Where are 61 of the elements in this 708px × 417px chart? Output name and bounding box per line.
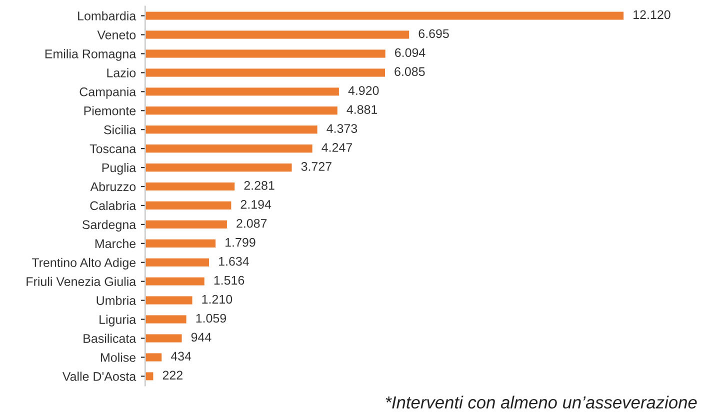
bar <box>145 29 410 40</box>
bar <box>145 314 188 325</box>
bar <box>145 105 339 116</box>
bar <box>145 162 294 173</box>
y-tick-label: Umbria <box>96 296 136 305</box>
y-tick-label: Marche <box>95 238 136 248</box>
data-label: 6.094 <box>395 48 426 58</box>
data-label: 4.881 <box>346 105 378 114</box>
bar <box>145 219 228 230</box>
y-tick-label: Trentino Alto Adige <box>32 258 136 270</box>
bar <box>145 352 163 363</box>
data-label: 6.085 <box>394 67 425 76</box>
bar <box>145 276 206 287</box>
bar <box>145 67 386 78</box>
y-tick-label: Puglia <box>102 163 136 175</box>
data-label: 4.247 <box>322 143 352 152</box>
y-tick-label: Friuli Venezia Giulia <box>26 276 136 286</box>
data-label: 1.059 <box>196 314 226 323</box>
y-tick-label: Liguria <box>100 314 136 326</box>
bar <box>145 124 319 136</box>
data-label: 1.516 <box>214 276 244 285</box>
data-label: 6.695 <box>418 29 449 38</box>
bar <box>145 256 210 268</box>
bar <box>145 370 155 382</box>
data-label: 3.727 <box>301 162 332 171</box>
data-label: 4.920 <box>348 86 379 95</box>
bar <box>145 181 236 192</box>
y-tick-label: Emilia Romagna <box>45 49 136 61</box>
y-tick-label: Lombardia <box>78 11 136 20</box>
y-tick-label: Toscana <box>90 144 136 154</box>
data-label: 944 <box>191 332 212 342</box>
data-label: 2.281 <box>244 181 274 190</box>
y-tick-label: Sicilia <box>104 125 136 134</box>
y-tick-label: Basilicata <box>84 334 136 343</box>
data-label: 12.120 <box>634 10 670 20</box>
y-tick-label: Abruzzo <box>90 182 136 192</box>
data-label: 1.799 <box>226 238 256 247</box>
bar <box>145 294 194 306</box>
bar <box>145 143 314 154</box>
data-label: 222 <box>162 370 182 380</box>
y-tick-label: Veneto <box>97 30 136 40</box>
data-label: 2.087 <box>236 218 267 228</box>
data-label: 4.373 <box>326 124 358 133</box>
y-tick-label: Molise <box>101 352 136 362</box>
bar <box>145 332 184 344</box>
text: *Interventi con almeno un’asseverazione <box>386 396 697 409</box>
bar <box>145 238 217 249</box>
data-label: 1.210 <box>202 294 232 304</box>
y-tick-label: Valle D'Aosta <box>62 372 136 381</box>
bar <box>145 86 340 98</box>
data-label: 434 <box>170 352 192 361</box>
data-label: 1.634 <box>219 256 249 266</box>
y-tick-label: Campania <box>80 87 136 99</box>
bar <box>145 48 387 60</box>
y-tick-label: Sardegna <box>82 220 136 232</box>
bar <box>145 200 233 211</box>
bar <box>145 10 625 22</box>
data-label: 2.194 <box>240 200 272 209</box>
y-tick-label: Piemonte <box>84 106 136 116</box>
y-tick-label: Lazio <box>107 68 136 78</box>
y-tick-label: Calabria <box>90 200 136 210</box>
